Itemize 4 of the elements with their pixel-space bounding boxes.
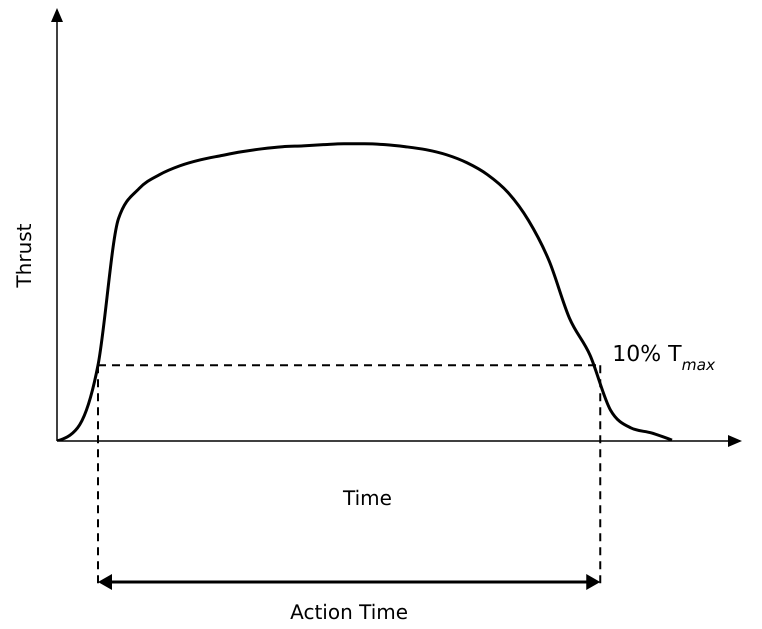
ref-line-label: 10% T$_{max}$	[612, 342, 716, 374]
text: Action Time	[290, 600, 408, 624]
x-axis-title: Time	[342, 486, 392, 510]
y-axis-title: Thrust	[12, 223, 36, 289]
